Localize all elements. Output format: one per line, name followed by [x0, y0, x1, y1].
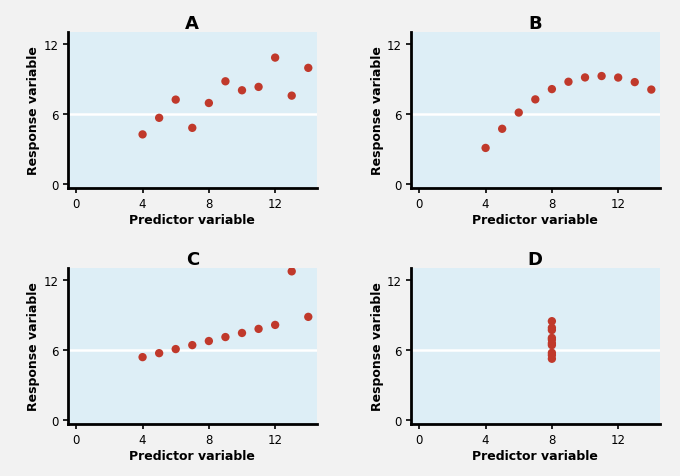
Point	[286, 268, 297, 276]
Point	[220, 79, 231, 86]
Point	[547, 352, 558, 359]
Point	[203, 100, 214, 108]
Point	[137, 354, 148, 361]
Point	[154, 349, 165, 357]
Point	[613, 75, 624, 82]
Point	[137, 131, 148, 139]
Point	[253, 84, 264, 91]
Point	[547, 86, 558, 94]
Point	[286, 93, 297, 100]
Point	[547, 340, 558, 347]
Point	[170, 97, 181, 104]
Title: B: B	[528, 15, 542, 33]
Title: D: D	[528, 251, 543, 268]
Point	[237, 329, 248, 337]
Point	[547, 336, 558, 344]
Y-axis label: Response variable: Response variable	[27, 47, 41, 175]
Point	[237, 87, 248, 95]
Point	[154, 115, 165, 122]
X-axis label: Predictor variable: Predictor variable	[129, 214, 255, 227]
Point	[220, 334, 231, 341]
Point	[547, 324, 558, 332]
Point	[187, 125, 198, 132]
Point	[547, 349, 558, 357]
X-axis label: Predictor variable: Predictor variable	[473, 214, 598, 227]
Point	[547, 334, 558, 342]
Point	[303, 65, 313, 72]
Point	[303, 313, 313, 321]
Point	[563, 79, 574, 86]
Point	[579, 74, 590, 82]
Point	[513, 109, 524, 117]
X-axis label: Predictor variable: Predictor variable	[129, 449, 255, 462]
Point	[187, 342, 198, 349]
Y-axis label: Response variable: Response variable	[27, 282, 41, 410]
Point	[646, 87, 657, 94]
Y-axis label: Response variable: Response variable	[371, 47, 384, 175]
Point	[547, 327, 558, 334]
Point	[547, 342, 558, 349]
Point	[547, 317, 558, 325]
Point	[203, 337, 214, 345]
Point	[629, 79, 640, 87]
Title: C: C	[186, 251, 199, 268]
Point	[270, 55, 281, 62]
Y-axis label: Response variable: Response variable	[371, 282, 384, 410]
Point	[270, 321, 281, 329]
Point	[596, 73, 607, 81]
Title: A: A	[186, 15, 199, 33]
Point	[170, 346, 181, 353]
Point	[496, 126, 507, 133]
Point	[480, 145, 491, 152]
Point	[253, 326, 264, 333]
Point	[547, 355, 558, 363]
X-axis label: Predictor variable: Predictor variable	[473, 449, 598, 462]
Point	[530, 96, 541, 104]
